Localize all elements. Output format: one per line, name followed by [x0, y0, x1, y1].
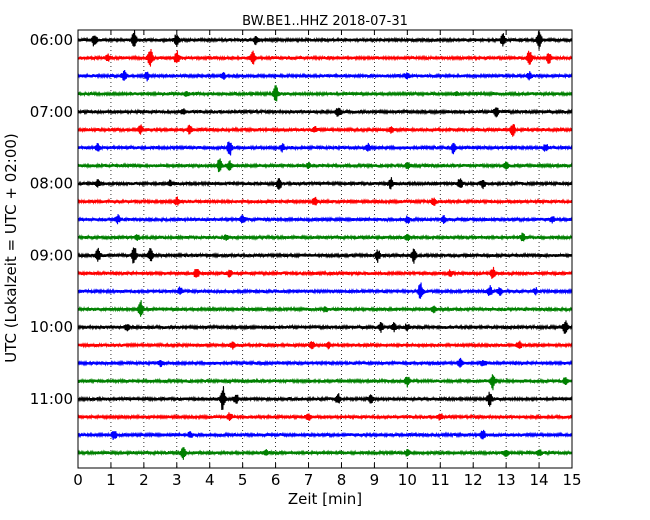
trace-0815	[77, 196, 573, 206]
x-tick-label: 1	[106, 471, 116, 489]
trace-1045	[77, 374, 573, 391]
trace-0745	[77, 158, 573, 173]
trace-0915	[77, 266, 573, 279]
trace-0900	[77, 247, 573, 264]
trace-1130	[77, 429, 573, 440]
y-axis-ticks: 06:00 07:00 08:00 09:00 10:00 11:00	[30, 31, 572, 408]
trace-0830	[77, 214, 573, 225]
trace-0845	[77, 232, 573, 242]
trace-group	[77, 30, 573, 460]
y-tick-label: 07:00	[30, 103, 73, 121]
trace-1100	[77, 386, 573, 410]
y-tick-label: 11:00	[30, 390, 73, 408]
x-tick-label: 2	[139, 471, 149, 489]
trace-1145	[77, 447, 573, 460]
x-tick-label: 14	[530, 471, 549, 489]
x-axis-ticks: 0 1 2 3 4 5 6 7 8 9 10 11 12 13 14 15	[73, 30, 582, 489]
trace-0630	[77, 69, 573, 82]
x-tick-label: 5	[238, 471, 248, 489]
trace-0700	[77, 107, 573, 118]
trace-0730	[77, 141, 573, 156]
y-tick-label: 08:00	[30, 175, 73, 193]
x-tick-label: 3	[172, 471, 182, 489]
trace-1000	[77, 320, 573, 334]
y-axis-label: UTC (Lokalzeit = UTC + 02:00)	[2, 133, 20, 363]
trace-0715	[77, 124, 573, 137]
y-tick-label: 06:00	[30, 31, 73, 49]
vertical-grid-lines	[110, 30, 540, 468]
y-tick-label: 09:00	[30, 246, 73, 264]
x-tick-label: 8	[337, 471, 347, 489]
x-tick-label: 13	[497, 471, 516, 489]
trace-1015	[77, 340, 573, 350]
trace-0645	[77, 85, 573, 102]
x-axis-label: Zeit [min]	[288, 490, 362, 508]
trace-1115	[77, 412, 573, 421]
plot-frame	[77, 29, 573, 469]
x-tick-label: 0	[73, 471, 83, 489]
x-tick-label: 6	[271, 471, 281, 489]
trace-0945	[77, 300, 573, 317]
x-tick-label: 4	[205, 471, 215, 489]
trace-0800	[77, 177, 573, 190]
y-tick-label: 10:00	[30, 318, 73, 336]
trace-1030	[77, 357, 573, 368]
x-tick-label: 11	[431, 471, 450, 489]
x-tick-label: 9	[370, 471, 380, 489]
x-tick-label: 15	[562, 471, 581, 489]
x-tick-label: 7	[304, 471, 314, 489]
trace-0930	[77, 282, 573, 299]
x-tick-label: 10	[398, 471, 417, 489]
trace-0600	[77, 30, 573, 50]
trace-0615	[77, 48, 573, 67]
x-tick-label: 12	[464, 471, 483, 489]
chart-title: BW.BE1..HHZ 2018-07-31	[242, 14, 408, 29]
